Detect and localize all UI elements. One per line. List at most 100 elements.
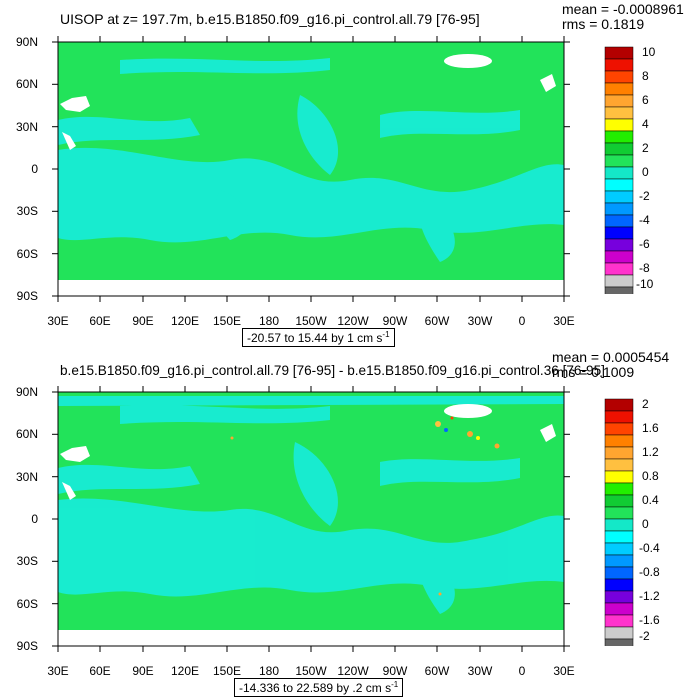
- panel2-anomaly-speckles: [230, 416, 500, 596]
- colorbar-swatch: [604, 274, 634, 288]
- panel2-rms: rms = 0.1009: [552, 364, 635, 380]
- panel1-rms: rms = 0.1819: [562, 16, 645, 32]
- colorbar-swatch: [604, 506, 634, 520]
- panel2-colorbar-label: -1.6: [639, 613, 660, 627]
- colorbar-swatch: [604, 458, 634, 472]
- panel1-ticks: [52, 36, 570, 302]
- panel1-lon-label: 150W: [295, 314, 327, 328]
- colorbar-swatch: [604, 118, 634, 132]
- colorbar-swatch: [604, 46, 634, 60]
- panel2-lat-label: 30S: [17, 554, 38, 568]
- colorbar-swatch: [604, 530, 634, 544]
- panel2-lon-label: 90W: [383, 664, 408, 678]
- colorbar-swatch: [604, 446, 634, 460]
- colorbar-swatch: [604, 70, 634, 84]
- panel2-colorbar-swatches: [604, 398, 634, 646]
- panel1-lon-label: 90E: [132, 314, 153, 328]
- panel1-colorbar-label: -4: [639, 213, 650, 227]
- colorbar-swatch: [604, 238, 634, 252]
- colorbar-swatch: [604, 58, 634, 72]
- panel2-lon-label: 30E: [553, 664, 574, 678]
- panel1-lon-label: 180: [259, 314, 279, 328]
- panel2-lon-label: 120E: [171, 664, 199, 678]
- colorbar-swatch: [604, 94, 634, 108]
- colorbar-swatch: [604, 82, 634, 96]
- panel2-lon-label: 150W: [295, 664, 327, 678]
- panel1-map: 90N 60N 30N 0 30S 60S 90S 30E 60E 90E 12…: [16, 35, 575, 328]
- colorbar-swatch: [604, 566, 634, 580]
- colorbar-swatch: [604, 106, 634, 120]
- panel2-lon-label: 30W: [468, 664, 493, 678]
- panel2-anomaly-fields: [58, 396, 564, 614]
- colorbar-swatch: [604, 166, 634, 180]
- colorbar-swatch: [604, 578, 634, 592]
- panel1-colorbar-label: -6: [639, 237, 650, 251]
- panel2-colorbar-label: 0.8: [642, 469, 659, 483]
- colorbar-swatch: [604, 482, 634, 496]
- panel2-lon-label: 30E: [47, 664, 68, 678]
- panel2-lon-label: 0: [519, 664, 526, 678]
- panel2-lon-label: 90E: [132, 664, 153, 678]
- panel2-land: [60, 404, 556, 500]
- panel1-title: UISOP at z= 197.7m, b.e15.B1850.f09_g16.…: [60, 11, 480, 27]
- colorbar-swatch: [604, 470, 634, 484]
- panel2-lat-label: 0: [31, 512, 38, 526]
- colorbar-swatch: [604, 626, 634, 640]
- panel1-lon-label: 30W: [468, 314, 493, 328]
- panel2-range-box: -14.336 to 22.589 by .2 cm s-1: [234, 678, 404, 697]
- panel2-colorbar-labels: 2 1.6 1.2 0.8 0.4 0 -0.4 -0.8 -1.2 -1.6 …: [639, 397, 660, 643]
- colorbar-swatch: [604, 142, 634, 156]
- panel2-lon-label: 120W: [337, 664, 369, 678]
- panel2-lon-label: 60W: [425, 664, 450, 678]
- panel2-title: b.e15.B1850.f09_g16.pi_control.all.79 [7…: [60, 363, 605, 378]
- panel1-colorbar-swatches: [604, 46, 634, 294]
- panel1-lat-label: 0: [31, 162, 38, 176]
- panel1-lon-label: 60W: [425, 314, 450, 328]
- colorbar-swatch: [604, 286, 634, 294]
- panel2-lon-label: 150E: [213, 664, 241, 678]
- colorbar-swatch: [604, 434, 634, 448]
- panel2-lon-label: 180: [259, 664, 279, 678]
- colorbar-swatch: [604, 494, 634, 508]
- panel1-lat-label: 30S: [17, 204, 38, 218]
- colorbar-swatch: [604, 590, 634, 604]
- panel1-lat-label: 60S: [17, 247, 38, 261]
- panel2-colorbar-label: -0.8: [639, 565, 660, 579]
- panel1-colorbar-label: 2: [642, 141, 649, 155]
- colorbar-swatch: [604, 250, 634, 264]
- panel2-lat-label: 60N: [16, 427, 38, 441]
- colorbar-swatch: [604, 262, 634, 276]
- panel2-colorbar-label: 2: [642, 397, 649, 411]
- colorbar-swatch: [604, 554, 634, 568]
- colorbar-swatch: [604, 422, 634, 436]
- panel1-lon-label: 120E: [171, 314, 199, 328]
- panel2-mean: mean = 0.0005454: [552, 349, 670, 365]
- colorbar-swatch: [604, 190, 634, 204]
- colorbar-swatch: [604, 398, 634, 412]
- panel1-missing-band: [58, 280, 564, 296]
- panel2-colorbar-label: 1.2: [642, 445, 659, 459]
- panel2-lat-label: 90S: [17, 639, 38, 653]
- panel1-mean: mean = -0.0008961: [562, 1, 684, 17]
- panel2-missing-band: [58, 630, 564, 646]
- panel1-colorbar-label: 10: [642, 45, 656, 59]
- colorbar-swatch: [604, 130, 634, 144]
- panel1-lat-label: 90N: [16, 35, 38, 49]
- panel1-lon-label: 60E: [89, 314, 110, 328]
- panel1-colorbar-label: 0: [642, 165, 649, 179]
- panel1-colorbar-labels: 10 8 6 4 2 0 -2 -4 -6 -8 -10: [636, 45, 656, 291]
- panel1-lat-label: 30N: [16, 120, 38, 134]
- panel1-colorbar-label: -10: [636, 277, 654, 291]
- panel2-lat-labels: 90N 60N 30N 0 30S 60S 90S: [16, 385, 38, 653]
- panel2-range-text: -14.336 to 22.589 by .2 cm s: [239, 681, 392, 695]
- colorbar-swatch: [604, 202, 634, 216]
- panel1-colorbar-label: 4: [642, 117, 649, 131]
- panel1-land: [60, 54, 556, 150]
- panel1-anomaly-fields: [58, 58, 564, 262]
- colorbar-swatch: [604, 614, 634, 628]
- colorbar-swatch: [604, 602, 634, 616]
- panel2-lat-label: 60S: [17, 597, 38, 611]
- panel2-colorbar-label: -1.2: [639, 589, 660, 603]
- panel2-colorbar-label: -0.4: [639, 541, 660, 555]
- panel1-lon-label: 150E: [213, 314, 241, 328]
